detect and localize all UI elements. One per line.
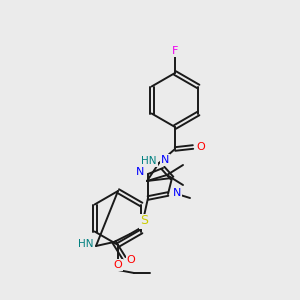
Text: N: N bbox=[161, 155, 169, 165]
Text: O: O bbox=[127, 255, 135, 265]
Text: O: O bbox=[196, 142, 206, 152]
Text: F: F bbox=[172, 46, 178, 56]
Text: O: O bbox=[114, 260, 122, 270]
Text: HN: HN bbox=[78, 239, 94, 249]
Text: S: S bbox=[140, 214, 148, 227]
Text: HN: HN bbox=[141, 156, 157, 166]
Text: N: N bbox=[173, 188, 181, 198]
Text: N: N bbox=[136, 167, 144, 177]
